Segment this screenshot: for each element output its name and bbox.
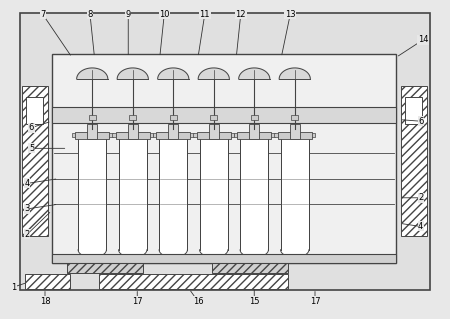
Bar (67, 263, 143, 273)
Polygon shape (78, 250, 106, 257)
Text: 3: 3 (24, 204, 30, 213)
Text: 6: 6 (29, 123, 34, 132)
Bar (52, 107, 396, 123)
Bar (20, 13, 430, 290)
Bar (78, 134, 106, 250)
Bar (116, 132, 149, 139)
Polygon shape (199, 250, 228, 257)
Bar (149, 133, 153, 137)
Text: 12: 12 (235, 10, 246, 19)
Text: 2: 2 (24, 230, 30, 239)
Bar (170, 115, 177, 120)
Bar (129, 115, 136, 120)
Bar (199, 134, 228, 250)
Polygon shape (118, 250, 147, 257)
Bar (72, 133, 76, 137)
Bar (157, 132, 190, 139)
Bar (274, 133, 278, 137)
Bar (190, 133, 194, 137)
Text: 8: 8 (87, 10, 93, 19)
Bar (212, 263, 288, 273)
Text: 4: 4 (418, 222, 423, 231)
Polygon shape (238, 68, 270, 79)
Bar (52, 254, 396, 263)
Polygon shape (159, 250, 187, 257)
Bar (128, 124, 138, 139)
Bar (159, 134, 188, 250)
Bar (251, 115, 258, 120)
Bar (230, 133, 234, 137)
Text: 13: 13 (285, 10, 296, 19)
Bar (75, 132, 109, 139)
Bar (290, 124, 300, 139)
Bar (249, 124, 259, 139)
Bar (118, 134, 147, 250)
Bar (291, 115, 298, 120)
Bar (311, 133, 315, 137)
Bar (87, 124, 97, 139)
Text: 17: 17 (310, 297, 320, 306)
Text: 10: 10 (159, 10, 170, 19)
Bar (22, 86, 48, 236)
Bar (197, 132, 230, 139)
Bar (109, 133, 112, 137)
Polygon shape (117, 68, 148, 79)
Text: 16: 16 (193, 297, 203, 306)
Polygon shape (279, 68, 310, 79)
Text: 15: 15 (249, 297, 260, 306)
Bar (240, 134, 268, 250)
Bar (25, 274, 70, 289)
Polygon shape (198, 68, 230, 79)
Bar (153, 133, 157, 137)
Bar (238, 132, 271, 139)
Text: 14: 14 (418, 35, 428, 44)
Text: 18: 18 (40, 297, 50, 306)
Polygon shape (281, 250, 309, 257)
Bar (234, 133, 238, 137)
Bar (194, 133, 197, 137)
Polygon shape (240, 250, 268, 257)
Text: 4: 4 (24, 179, 30, 188)
Text: 1: 1 (11, 283, 16, 292)
Text: 2: 2 (418, 193, 423, 202)
Bar (168, 124, 178, 139)
Text: 7: 7 (40, 10, 45, 19)
Bar (400, 86, 427, 236)
Bar (112, 133, 116, 137)
Bar (99, 274, 288, 289)
Bar (405, 97, 422, 124)
Polygon shape (158, 68, 189, 79)
Text: 6: 6 (418, 117, 423, 126)
Text: 9: 9 (126, 10, 131, 19)
Text: 17: 17 (132, 297, 143, 306)
Bar (281, 134, 309, 250)
Bar (89, 115, 96, 120)
Bar (26, 97, 43, 124)
Bar (278, 132, 311, 139)
Bar (52, 54, 396, 263)
Bar (210, 115, 217, 120)
Bar (271, 133, 274, 137)
Text: 11: 11 (199, 10, 210, 19)
Text: 5: 5 (29, 144, 34, 153)
Bar (209, 124, 219, 139)
Polygon shape (76, 68, 108, 79)
